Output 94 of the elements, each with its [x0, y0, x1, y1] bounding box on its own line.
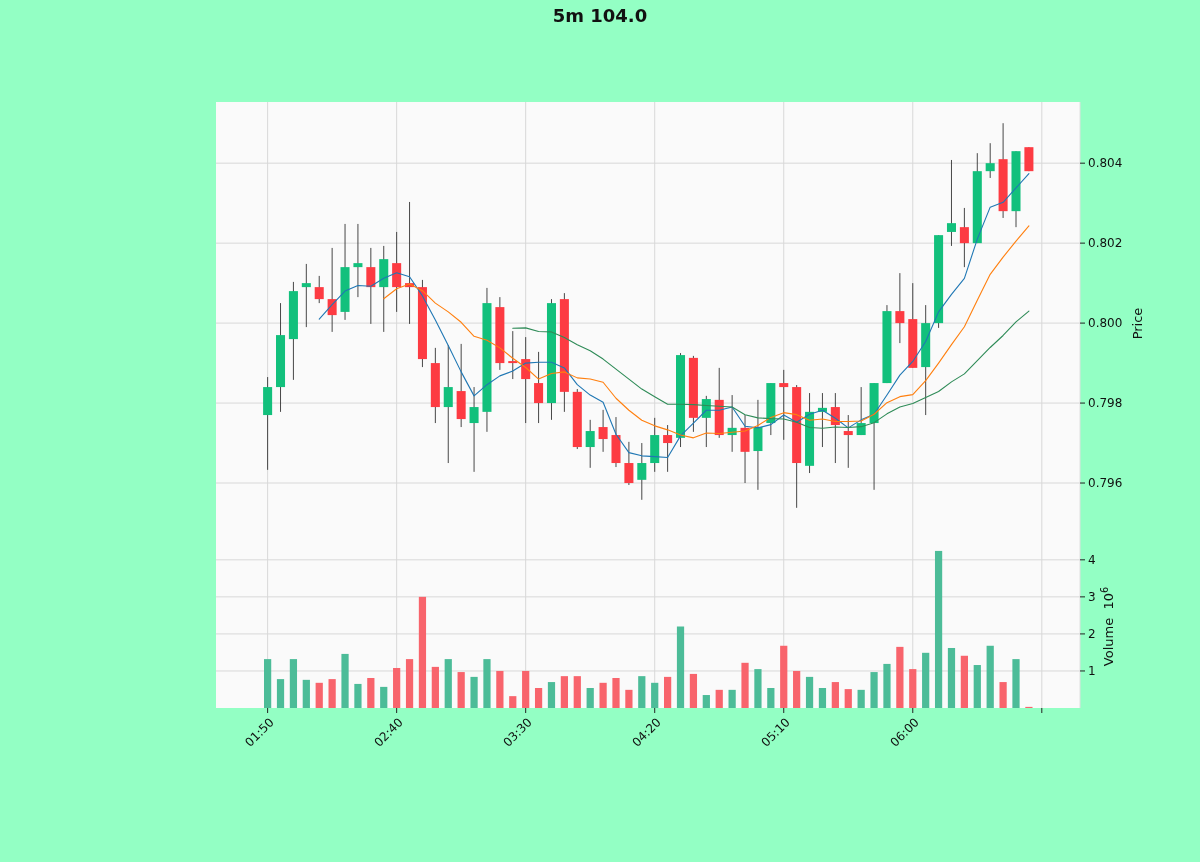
- candlestick: [301, 263, 311, 328]
- bar: [973, 665, 981, 708]
- bar: [999, 682, 1007, 708]
- bar: [354, 683, 362, 708]
- bar: [599, 682, 607, 708]
- bar: [509, 696, 517, 708]
- bar: [780, 645, 788, 708]
- candlestick: [985, 142, 995, 179]
- bar: [289, 659, 298, 708]
- bar: [483, 659, 491, 708]
- bar: [960, 655, 968, 708]
- candlestick: [508, 330, 518, 380]
- y-tick-label: 4: [1088, 553, 1096, 568]
- bar: [573, 676, 581, 708]
- candlestick: [392, 231, 402, 313]
- candlestick: [598, 409, 608, 453]
- y-tick-label: 0.800: [1088, 316, 1123, 331]
- bar: [767, 688, 775, 708]
- bar: [457, 672, 465, 708]
- bar: [367, 677, 375, 708]
- candlestick: [469, 386, 479, 473]
- bar: [793, 670, 801, 708]
- candlestick: [624, 441, 634, 486]
- bar: [638, 676, 646, 708]
- candlestick: [534, 351, 544, 424]
- bar: [302, 679, 310, 708]
- y-tick-label: 0.796: [1088, 476, 1123, 491]
- bar: [496, 670, 504, 708]
- bar: [380, 686, 388, 708]
- bar: [341, 653, 349, 708]
- bar: [560, 676, 568, 708]
- bar: [947, 647, 956, 708]
- bar: [896, 646, 904, 708]
- bar: [664, 676, 672, 708]
- y-tick-label: 0.798: [1088, 396, 1123, 411]
- bar: [831, 682, 839, 708]
- candlestick: [353, 223, 363, 298]
- y-axis-title: Price: [1130, 307, 1145, 340]
- bar: [534, 688, 543, 708]
- bar: [934, 550, 943, 708]
- candlestick: [753, 399, 763, 491]
- candlestick: [585, 419, 595, 469]
- bar: [276, 679, 285, 708]
- chart-title: 5m 104.0: [552, 5, 648, 26]
- bar: [625, 689, 633, 708]
- bar: [547, 682, 556, 708]
- bar: [418, 596, 427, 708]
- bar: [986, 645, 994, 708]
- y-tick-label: 0.804: [1088, 156, 1123, 171]
- line-series: [318, 173, 1030, 458]
- bar: [612, 677, 620, 708]
- candlestick: [959, 207, 969, 268]
- candlestick: [779, 369, 789, 441]
- bar: [715, 689, 723, 708]
- candlestick: [740, 414, 750, 484]
- bar: [818, 688, 827, 708]
- bar: [676, 626, 685, 708]
- bar: [264, 659, 272, 708]
- candlestick: [366, 247, 376, 325]
- candlestick: [895, 272, 905, 344]
- y-tick-label: 1: [1088, 664, 1096, 679]
- y-tick-label: 3: [1088, 590, 1096, 605]
- bar: [728, 689, 736, 708]
- y-tick-label: 2: [1088, 627, 1096, 642]
- bar: [444, 659, 452, 708]
- bar: [857, 689, 865, 708]
- bar: [315, 682, 323, 708]
- bar: [328, 679, 336, 708]
- bar: [741, 662, 749, 708]
- bar: [883, 663, 891, 708]
- bar: [805, 676, 814, 708]
- y-tick-label: 0.802: [1088, 236, 1123, 251]
- bar: [1012, 659, 1020, 708]
- candlestick: [946, 159, 956, 247]
- line-series: [383, 225, 1030, 439]
- candlestick: [637, 442, 647, 501]
- bar: [844, 689, 852, 708]
- candlestick: [663, 424, 673, 473]
- bar: [922, 652, 930, 708]
- bar: [522, 670, 530, 708]
- bar: [870, 672, 878, 708]
- bar: [651, 682, 659, 708]
- bar: [909, 669, 917, 708]
- candlestick: [314, 275, 324, 304]
- candlestick: [443, 344, 453, 464]
- bar: [431, 666, 439, 708]
- candlestick: [843, 414, 853, 469]
- bar: [405, 659, 414, 708]
- bar: [754, 669, 762, 708]
- bar: [689, 673, 698, 708]
- bar: [702, 695, 710, 708]
- bar: [393, 667, 401, 708]
- bar: [586, 688, 594, 708]
- bar: [470, 676, 478, 708]
